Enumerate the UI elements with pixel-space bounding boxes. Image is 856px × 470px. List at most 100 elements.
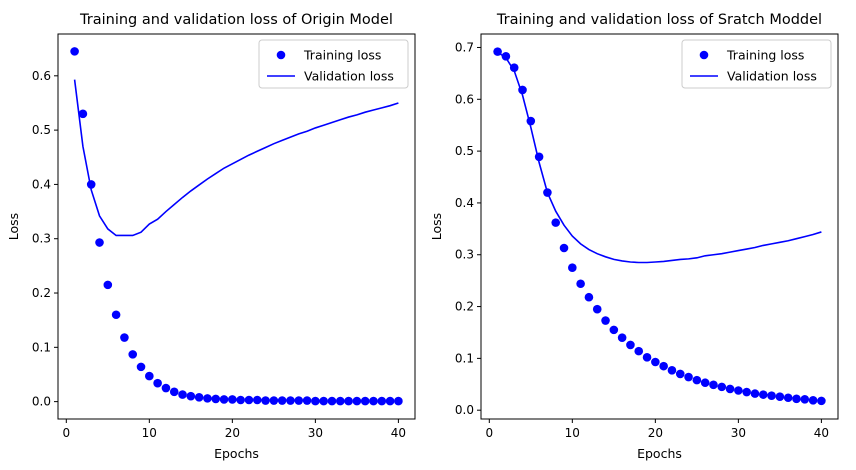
- training-loss-point: [709, 380, 718, 390]
- training-loss-point: [153, 378, 162, 388]
- y-tick-label: 0.1: [32, 340, 51, 354]
- y-tick-label: 0.4: [32, 177, 51, 191]
- training-loss-point: [601, 316, 610, 325]
- training-loss-point: [792, 394, 801, 404]
- training-loss-point: [203, 394, 212, 403]
- training-loss-point: [775, 392, 785, 402]
- x-tick-label: 40: [391, 426, 406, 440]
- training-loss-point: [377, 396, 387, 406]
- y-axis-label: Loss: [6, 213, 21, 240]
- training-loss-point: [742, 387, 751, 397]
- training-loss-point: [700, 378, 710, 388]
- training-loss-point: [692, 375, 702, 385]
- y-axis-label: Loss: [429, 213, 444, 240]
- training-loss-point: [360, 396, 370, 406]
- x-tick-label: 30: [308, 426, 323, 440]
- legend-label: Validation loss: [304, 69, 394, 84]
- training-loss-point: [576, 279, 585, 289]
- y-tick-label: 0.0: [32, 395, 51, 409]
- training-loss-point: [344, 396, 353, 406]
- training-loss-point: [817, 396, 826, 406]
- training-loss-point: [145, 371, 154, 381]
- training-loss-point: [609, 325, 619, 335]
- legend-label: Training loss: [303, 48, 381, 63]
- x-tick-label: 0: [485, 426, 493, 440]
- training-loss-point: [186, 391, 196, 401]
- y-tick-label: 0.5: [455, 144, 474, 158]
- training-loss-point: [584, 292, 594, 302]
- x-tick-label: 0: [62, 426, 70, 440]
- training-loss-point: [294, 396, 304, 405]
- x-tick-label: 40: [814, 426, 829, 440]
- y-tick-label: 0.2: [32, 286, 51, 300]
- legend-marker-swatch: [699, 50, 709, 60]
- training-loss-point: [169, 387, 179, 397]
- training-loss-point: [70, 47, 79, 56]
- training-loss-point: [808, 396, 818, 405]
- training-loss-point: [667, 365, 677, 375]
- plot-frame: [57, 33, 416, 420]
- training-loss-point: [269, 396, 279, 405]
- training-loss-point: [103, 280, 113, 290]
- legend-marker-swatch: [276, 50, 286, 60]
- training-loss-point: [725, 384, 735, 394]
- training-loss-point: [675, 369, 685, 379]
- training-loss-point: [568, 263, 577, 272]
- y-tick-label: 0.2: [455, 300, 474, 314]
- training-loss-point: [161, 383, 171, 393]
- x-axis-label: Epochs: [637, 446, 682, 461]
- training-loss-point: [626, 340, 635, 350]
- training-loss-point: [352, 396, 362, 406]
- training-loss-point: [369, 396, 378, 406]
- x-axis-label: Epochs: [214, 446, 259, 461]
- training-loss-point: [302, 396, 312, 405]
- training-loss-point: [277, 396, 287, 405]
- training-loss-point: [327, 396, 337, 406]
- training-loss-point: [783, 393, 793, 403]
- training-loss-point: [219, 395, 229, 404]
- training-loss-point: [651, 357, 660, 367]
- training-loss-point: [236, 395, 245, 405]
- validation-loss-line: [73, 79, 399, 237]
- training-loss-point: [311, 396, 320, 406]
- subplot-origin-model: Training and validation loss of Origin M…: [6, 12, 416, 461]
- training-loss-point: [592, 304, 602, 314]
- x-tick-label: 20: [648, 426, 663, 440]
- x-tick-label: 20: [225, 426, 240, 440]
- y-tick-label: 0.6: [455, 92, 474, 106]
- training-loss-point: [684, 372, 693, 382]
- training-loss-point: [509, 63, 519, 72]
- legend-box: [681, 39, 832, 89]
- y-tick-label: 0.6: [32, 69, 51, 83]
- training-loss-point: [750, 389, 760, 398]
- chart-title: Training and validation loss of Origin M…: [79, 12, 393, 28]
- y-tick-label: 0.1: [455, 351, 474, 365]
- training-loss-point: [319, 396, 328, 406]
- training-loss-point: [78, 109, 88, 119]
- training-loss-point: [394, 396, 403, 406]
- training-loss-point: [120, 333, 129, 342]
- training-loss-point: [111, 310, 121, 320]
- subplot-scratch-model: Training and validation loss of Sratch M…: [429, 12, 839, 461]
- training-loss-point: [551, 218, 561, 227]
- training-loss-point: [767, 391, 776, 400]
- training-loss-point: [178, 390, 187, 399]
- training-loss-point: [335, 396, 345, 406]
- legend-box: [258, 39, 409, 89]
- training-loss-point: [385, 396, 395, 406]
- x-tick-label: 10: [142, 426, 157, 440]
- training-loss-point: [252, 395, 262, 405]
- training-loss-point: [758, 390, 768, 399]
- y-tick-label: 0.3: [455, 248, 474, 262]
- training-loss-point: [642, 353, 652, 362]
- training-loss-point: [194, 392, 204, 402]
- training-loss-point: [634, 346, 644, 356]
- y-tick-label: 0.3: [32, 232, 51, 246]
- training-loss-point: [228, 395, 237, 404]
- training-loss-point: [128, 350, 138, 359]
- training-loss-point: [136, 362, 146, 372]
- chart-title: Training and validation loss of Sratch M…: [496, 12, 822, 28]
- training-loss-point: [244, 395, 254, 405]
- y-tick-label: 0.0: [455, 403, 474, 417]
